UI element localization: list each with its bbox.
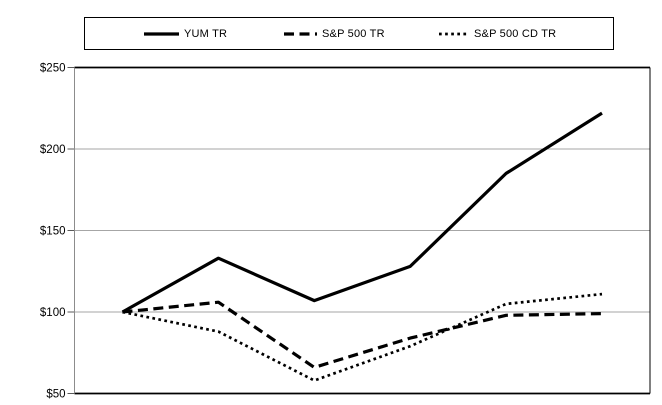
y-axis-label: $100 — [40, 307, 66, 319]
dashed-line-key-icon — [284, 31, 317, 36]
legend-label: S&P 500 TR — [322, 27, 385, 40]
legend-label: YUM TR — [184, 27, 228, 40]
y-axis-label: $250 — [40, 63, 66, 75]
y-axis-label: $50 — [46, 389, 65, 401]
legend-label: S&P 500 CD TR — [474, 27, 557, 40]
dotted-line-key-icon — [439, 32, 469, 35]
y-axis-label: $150 — [40, 226, 66, 238]
series-line-s-p-500-cd-tr — [122, 292, 603, 382]
legend: YUM TR S&P 500 TR S&P 500 CD TR — [84, 17, 614, 50]
legend-item-s-p-500-tr: S&P 500 TR — [284, 28, 385, 40]
solid-line-key-icon — [144, 31, 179, 36]
series-line-s-p-500-tr — [122, 300, 603, 369]
y-axis-label: $200 — [40, 144, 66, 156]
series-line-yum-tr — [121, 111, 603, 314]
legend-item-s-p-500-cd-tr: S&P 500 CD TR — [439, 28, 556, 40]
legend-item-yum-tr: YUM TR — [144, 28, 227, 40]
